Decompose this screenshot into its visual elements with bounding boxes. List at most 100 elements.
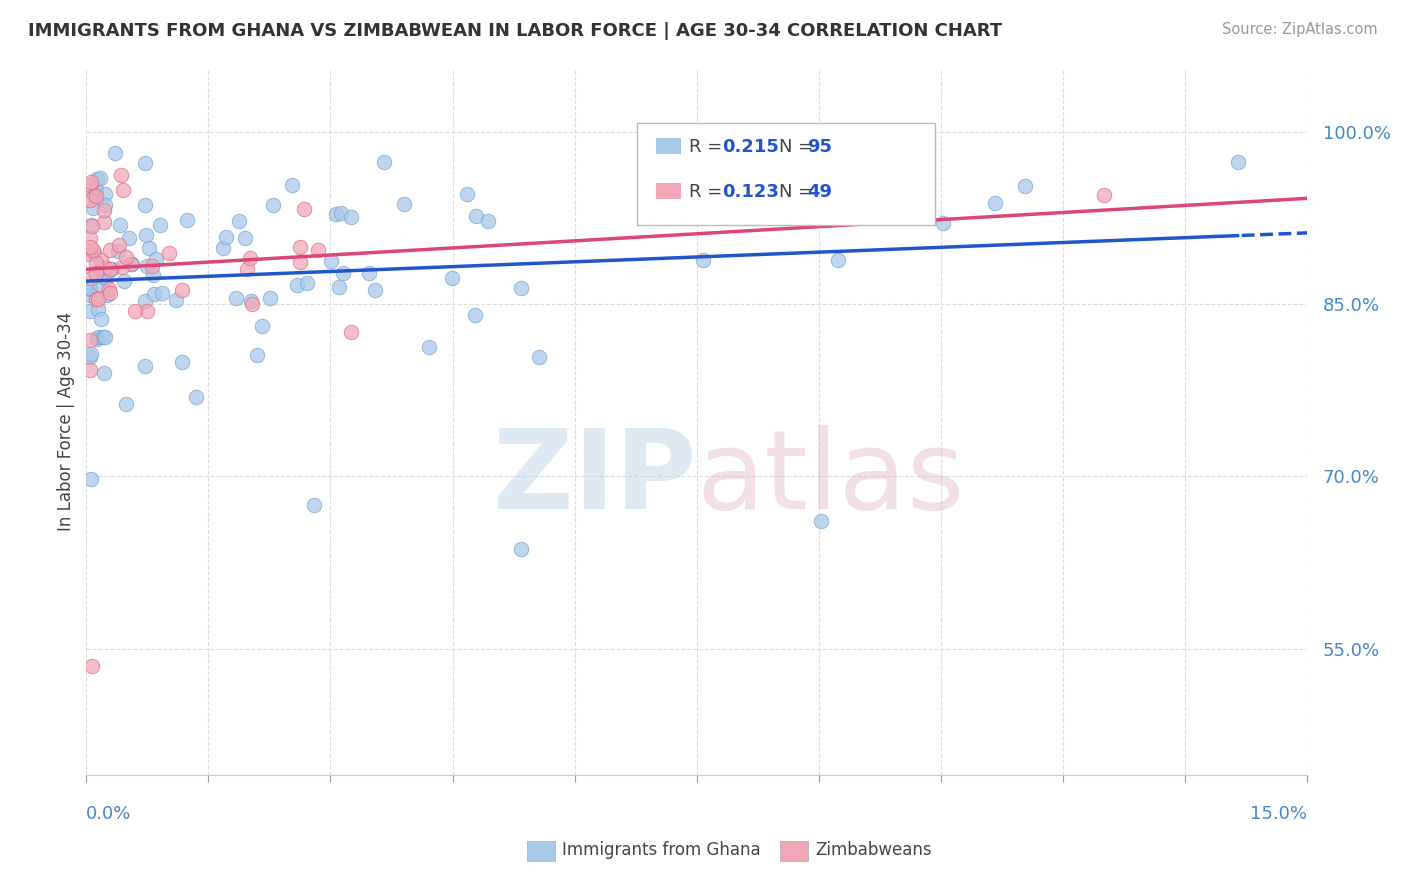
Point [82,658,104,673]
Point [240,297,263,311]
Point [79,175,101,189]
Point [79,231,101,245]
Point [93,202,115,217]
Point [110,169,132,183]
Point [93,215,115,229]
Point [111,260,134,274]
Point [149,218,172,232]
Point [94,198,117,212]
Point [142,287,165,301]
Point [94,271,117,285]
Point [134,198,156,212]
Point [702,196,724,211]
Point [176,213,198,227]
Point [89,277,111,291]
Point [984,195,1007,210]
Point [392,197,415,211]
Point [141,259,163,273]
Point [239,252,262,266]
Point [292,202,315,216]
Text: N =: N = [779,183,820,201]
Point [82,219,104,233]
Text: ZIP: ZIP [494,425,696,532]
Point [134,359,156,373]
Point [330,206,353,220]
Text: 0.0%: 0.0% [86,805,132,823]
Point [321,253,343,268]
Point [98,243,121,257]
Point [79,350,101,364]
Text: atlas: atlas [696,425,965,532]
Point [225,291,247,305]
Point [1226,154,1249,169]
Point [135,228,157,243]
Point [89,170,111,185]
Point [135,304,157,318]
Point [142,268,165,282]
Point [212,241,235,255]
Point [84,266,107,280]
Point [228,214,250,228]
Point [80,218,103,232]
Point [79,193,101,207]
Point [157,246,180,260]
Point [325,207,347,221]
Point [84,292,107,306]
Point [108,218,131,232]
Point [82,243,104,257]
Point [357,267,380,281]
Point [932,216,955,230]
Point [529,351,551,365]
Point [509,542,531,557]
Point [332,266,354,280]
Point [86,332,108,346]
Point [80,271,103,285]
Point [90,266,112,280]
Point [827,253,849,268]
Point [138,241,160,255]
Y-axis label: In Labor Force | Age 30-34: In Labor Force | Age 30-34 [58,312,75,532]
Point [136,260,159,274]
Point [246,348,269,362]
Point [240,293,263,308]
Point [90,312,112,326]
Point [104,145,127,160]
Point [97,282,120,296]
Point [83,188,105,202]
Point [100,261,122,276]
Point [79,178,101,192]
Point [184,390,207,404]
Point [93,270,115,285]
Point [84,182,107,196]
Point [259,291,281,305]
Point [302,498,325,512]
Point [79,304,101,318]
Point [464,308,486,322]
Text: 0.123: 0.123 [721,183,779,201]
Point [1092,187,1115,202]
Point [280,178,302,192]
Point [373,155,395,169]
Point [295,276,318,290]
Point [82,202,104,216]
Point [418,340,440,354]
Point [87,293,110,307]
Point [101,261,124,276]
Point [713,205,735,219]
Point [79,363,101,377]
Text: Source: ZipAtlas.com: Source: ZipAtlas.com [1222,22,1378,37]
Point [93,330,115,344]
Point [79,240,101,254]
Text: N =: N = [779,138,820,156]
Point [340,211,363,225]
Point [93,366,115,380]
Point [288,239,311,253]
Text: 49: 49 [807,183,832,201]
Point [285,278,308,293]
Point [456,187,478,202]
Point [120,257,142,271]
Point [79,281,101,295]
Point [98,286,121,301]
Point [118,231,141,245]
Text: Immigrants from Ghana: Immigrants from Ghana [562,841,761,859]
